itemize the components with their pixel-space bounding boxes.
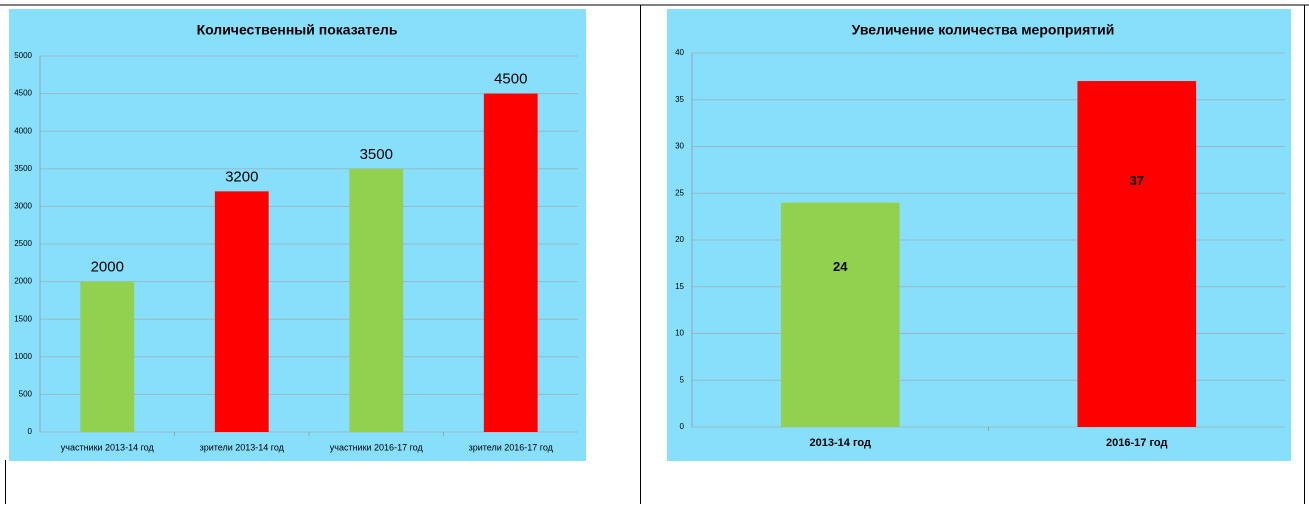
bar — [483, 93, 538, 432]
y-tick-label: 15 — [675, 282, 684, 291]
y-tick-label: 25 — [675, 188, 684, 197]
y-tick-label: 500 — [19, 390, 33, 399]
y-tick-label: 1500 — [14, 314, 32, 323]
y-tick-label: 5 — [680, 375, 685, 384]
data-label: 2000 — [91, 259, 124, 276]
y-tick-label: 1000 — [14, 352, 32, 361]
y-tick-label: 10 — [675, 329, 684, 338]
y-tick-label: 40 — [675, 48, 684, 57]
bar — [1077, 81, 1197, 428]
chart-title: Увеличение количества мероприятий — [852, 22, 1115, 38]
x-tick-label: участники 2016-17 год — [330, 442, 424, 452]
x-tick-label: зрители 2013-14 год — [200, 442, 285, 452]
data-label: 3200 — [225, 168, 258, 185]
y-tick-label: 30 — [675, 142, 684, 151]
y-tick-label: 20 — [675, 235, 684, 244]
chart-panel — [667, 9, 1291, 461]
y-tick-label: 2000 — [14, 277, 32, 286]
y-tick-label: 3000 — [14, 202, 32, 211]
x-tick-label: зрители 2016-17 год — [469, 442, 554, 452]
bar — [780, 202, 900, 427]
y-tick-label: 0 — [680, 422, 685, 431]
x-tick-label: 2016-17 год — [1106, 437, 1167, 449]
y-tick-label: 4000 — [14, 126, 32, 135]
bar — [349, 168, 404, 433]
x-tick-label: участники 2013-14 год — [61, 442, 155, 452]
data-label: 37 — [1130, 173, 1144, 188]
data-label: 4500 — [494, 71, 527, 88]
bar — [80, 281, 135, 432]
data-label: 24 — [833, 259, 848, 274]
y-tick-label: 2500 — [14, 239, 32, 248]
chart-title: Количественный показатель — [197, 22, 398, 38]
x-tick-label: 2013-14 год — [810, 437, 871, 449]
y-tick-label: 5000 — [14, 51, 32, 60]
y-tick-label: 3500 — [14, 164, 32, 173]
y-tick-label: 0 — [28, 427, 33, 436]
y-tick-label: 35 — [675, 95, 684, 104]
data-label: 3500 — [360, 146, 393, 163]
y-tick-label: 4500 — [14, 89, 32, 98]
bar — [214, 191, 269, 432]
